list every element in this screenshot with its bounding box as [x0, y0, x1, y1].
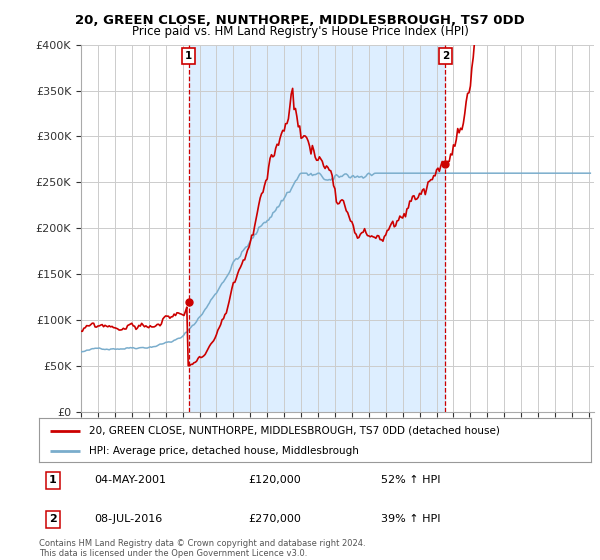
Text: 08-JUL-2016: 08-JUL-2016	[94, 515, 163, 524]
Text: £270,000: £270,000	[249, 515, 302, 524]
Text: 2: 2	[49, 515, 56, 524]
Text: 20, GREEN CLOSE, NUNTHORPE, MIDDLESBROUGH, TS7 0DD: 20, GREEN CLOSE, NUNTHORPE, MIDDLESBROUG…	[75, 14, 525, 27]
Text: HPI: Average price, detached house, Middlesbrough: HPI: Average price, detached house, Midd…	[89, 446, 359, 456]
Text: 52% ↑ HPI: 52% ↑ HPI	[381, 475, 441, 485]
Text: £120,000: £120,000	[249, 475, 302, 485]
Text: 20, GREEN CLOSE, NUNTHORPE, MIDDLESBROUGH, TS7 0DD (detached house): 20, GREEN CLOSE, NUNTHORPE, MIDDLESBROUG…	[89, 426, 500, 436]
Text: 2: 2	[442, 51, 449, 61]
Text: Contains HM Land Registry data © Crown copyright and database right 2024.
This d: Contains HM Land Registry data © Crown c…	[39, 539, 365, 558]
Text: 1: 1	[49, 475, 56, 485]
Bar	[188, 45, 445, 412]
Text: 1: 1	[185, 51, 192, 61]
Text: 04-MAY-2001: 04-MAY-2001	[94, 475, 166, 485]
Text: 39% ↑ HPI: 39% ↑ HPI	[381, 515, 441, 524]
Text: Price paid vs. HM Land Registry's House Price Index (HPI): Price paid vs. HM Land Registry's House …	[131, 25, 469, 38]
